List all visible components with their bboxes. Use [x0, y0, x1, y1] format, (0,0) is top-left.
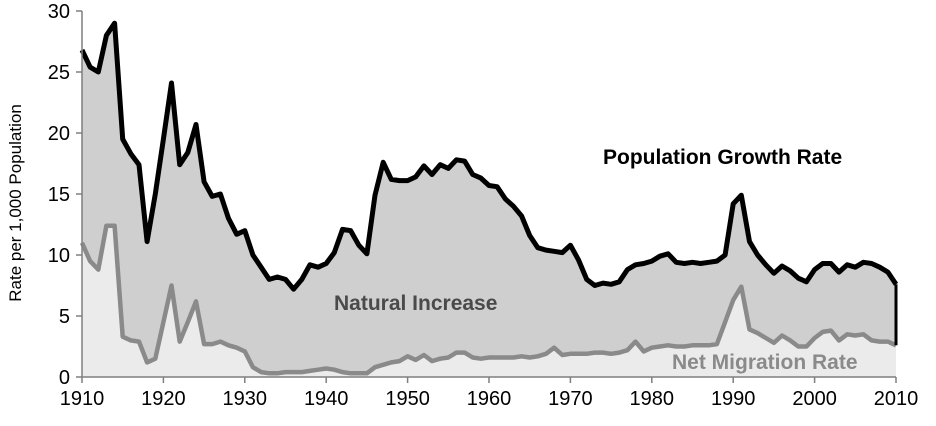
natural-increase-annotation: Natural Increase — [334, 292, 497, 315]
x-tick-label: 1950 — [385, 388, 430, 410]
x-tick-label: 1920 — [141, 388, 186, 410]
x-tick-label: 1980 — [630, 388, 675, 410]
population-growth-line — [79, 20, 899, 292]
y-tick-label: 20 — [48, 123, 70, 145]
y-tick-label: 0 — [59, 367, 70, 389]
y-tick-label: 10 — [48, 245, 70, 267]
y-tick-label: 15 — [48, 184, 70, 206]
x-tick-label: 1990 — [711, 388, 756, 410]
net-migration-line — [79, 223, 897, 376]
x-tick-label: 1910 — [60, 388, 105, 410]
y-tick-label: 30 — [48, 1, 70, 23]
x-tick-label: 2000 — [792, 388, 837, 410]
x-tick-label: 1940 — [304, 388, 349, 410]
natural-increase-area — [82, 23, 896, 377]
x-tick-labels: 1910 1920 1930 1940 1950 1960 1970 1980 1990 2000… — [60, 388, 919, 410]
x-tick-label: 2010 — [874, 388, 919, 410]
y-tick-label: 25 — [48, 62, 70, 84]
y-axis-label: Rate per 1,000 Population — [6, 104, 25, 302]
growth-rate-annotation: Population Growth Rate — [603, 146, 842, 169]
x-tick-label: 1960 — [467, 388, 512, 410]
migration-rate-annotation: Net Migration Rate — [672, 351, 858, 374]
x-tick-label: 1930 — [223, 388, 268, 410]
y-tick-label: 5 — [59, 306, 70, 328]
chart-areas — [79, 20, 899, 377]
chart-axes — [76, 10, 897, 383]
x-tick-label: 1970 — [548, 388, 593, 410]
y-tick-labels: 0 5 10 15 20 25 30 — [48, 1, 70, 389]
